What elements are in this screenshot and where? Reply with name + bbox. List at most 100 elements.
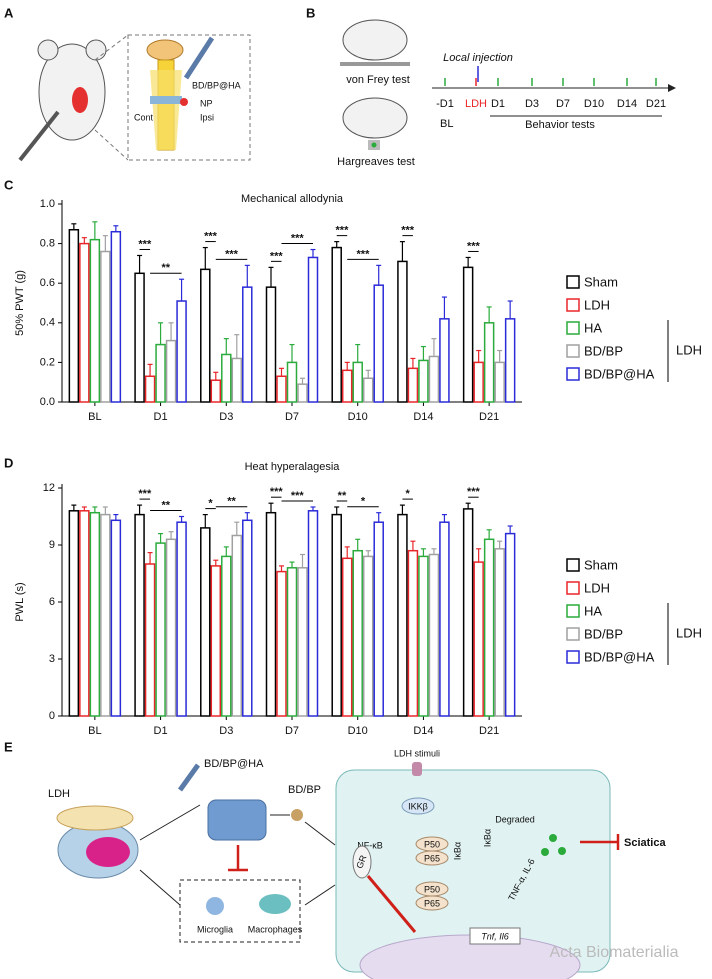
y-tick-label: 0.6: [40, 277, 55, 289]
bar: [352, 361, 363, 403]
legend-swatch: [566, 367, 580, 381]
bar: [110, 230, 122, 403]
bar: [352, 549, 363, 717]
label: P65: [424, 853, 440, 863]
bar: [231, 357, 243, 403]
bar: [221, 555, 232, 717]
label: LDH: [48, 788, 70, 800]
legend-label: Sham: [584, 274, 618, 289]
legend-swatch: [566, 558, 580, 572]
zoom-line: [94, 129, 129, 161]
mouse-ear: [85, 39, 107, 61]
x-tick-label: D21: [479, 411, 499, 423]
bar: [504, 532, 516, 717]
bar: [165, 339, 177, 403]
y-tick-label: 6: [49, 596, 55, 608]
bar: [494, 361, 505, 403]
label: Hargreaves test: [337, 156, 415, 168]
microglia: [206, 897, 224, 915]
y-tick-label: 0.2: [40, 356, 55, 368]
label: Degraded: [495, 814, 535, 824]
bar: [397, 260, 408, 403]
bar: [341, 557, 353, 717]
label: Cont: [134, 112, 154, 122]
bar: [144, 375, 156, 403]
platform: [340, 62, 410, 66]
label: Local injection: [443, 52, 513, 64]
hydrogel-band: [150, 96, 182, 104]
legend-group-label: LDH: [676, 342, 702, 357]
legend-swatch: [566, 650, 580, 664]
syringe: [183, 36, 215, 80]
label: Behavior tests: [525, 119, 595, 131]
bar: [462, 508, 474, 717]
x-tick-label: D10: [348, 725, 368, 737]
bar: [110, 519, 122, 717]
timeline-ticks: -D1 LDH D1 D3 D7 D10 D14 D21: [436, 78, 666, 110]
panel-label: B: [306, 5, 315, 20]
legend-swatch: [566, 344, 580, 358]
p65: [415, 895, 449, 911]
gene-box: [469, 927, 521, 945]
label: Sciatica: [624, 837, 666, 849]
x-tick-label: D1: [154, 725, 168, 737]
x-tick-label: D3: [219, 411, 233, 423]
bar: [473, 361, 484, 403]
legend-swatch: [566, 275, 580, 289]
bar: [79, 242, 90, 403]
bar: [176, 521, 187, 717]
significance-label: ***: [357, 248, 371, 260]
label: GR: [354, 853, 368, 870]
label: NF-κB: [357, 840, 383, 850]
y-tick-label: 12: [43, 482, 55, 494]
heat-dot: [371, 142, 377, 148]
np: [180, 98, 188, 106]
cytokine: [541, 848, 549, 856]
label: Ipsi: [200, 112, 214, 122]
legend-label: BD/BP: [584, 626, 623, 641]
watermark: Acta Biomaterialia: [550, 944, 679, 961]
y-tick-label: 0.4: [40, 317, 55, 329]
spinal-cord: [146, 39, 184, 61]
bar: [155, 343, 166, 403]
arrow: [304, 821, 336, 846]
bar: [307, 256, 319, 403]
label: Microglia: [197, 924, 233, 934]
panel-e: LDH BD/BP@HA BD/BP Microglia Macrophages…: [48, 748, 679, 979]
panel-label: C: [4, 177, 14, 192]
bar: [221, 353, 232, 403]
bar: [100, 250, 111, 403]
bar: [100, 513, 111, 717]
bar: [362, 555, 374, 717]
bar: [331, 513, 342, 717]
legend-swatch: [566, 604, 580, 618]
significance-label: *: [406, 488, 411, 500]
bar: [428, 553, 440, 717]
y-tick-label: 0.8: [40, 238, 55, 250]
bar: [286, 567, 298, 717]
bar: [297, 383, 308, 403]
significance-label: *: [361, 496, 366, 508]
receptor: [412, 762, 422, 776]
bar: [373, 284, 384, 403]
x-tick-label: D3: [219, 725, 233, 737]
legend-swatch: [566, 321, 580, 335]
label: P50: [424, 884, 440, 894]
panel-label: E: [4, 739, 13, 754]
bar: [428, 355, 440, 403]
bar: [89, 511, 101, 717]
legend-swatch: [566, 581, 580, 595]
timeline-label: -D1: [436, 98, 454, 110]
gr: [352, 845, 372, 879]
significance-label: **: [338, 490, 347, 502]
bar: [407, 367, 419, 403]
x-tick-label: D7: [285, 411, 299, 423]
x-tick-label: D1: [154, 411, 168, 423]
label: IκBα: [452, 842, 462, 860]
herniation: [86, 837, 130, 867]
bar: [397, 513, 408, 717]
arrow-head: [668, 84, 676, 92]
label: IκBα: [482, 829, 492, 847]
significance-label: *: [208, 498, 213, 510]
bar: [297, 567, 308, 717]
